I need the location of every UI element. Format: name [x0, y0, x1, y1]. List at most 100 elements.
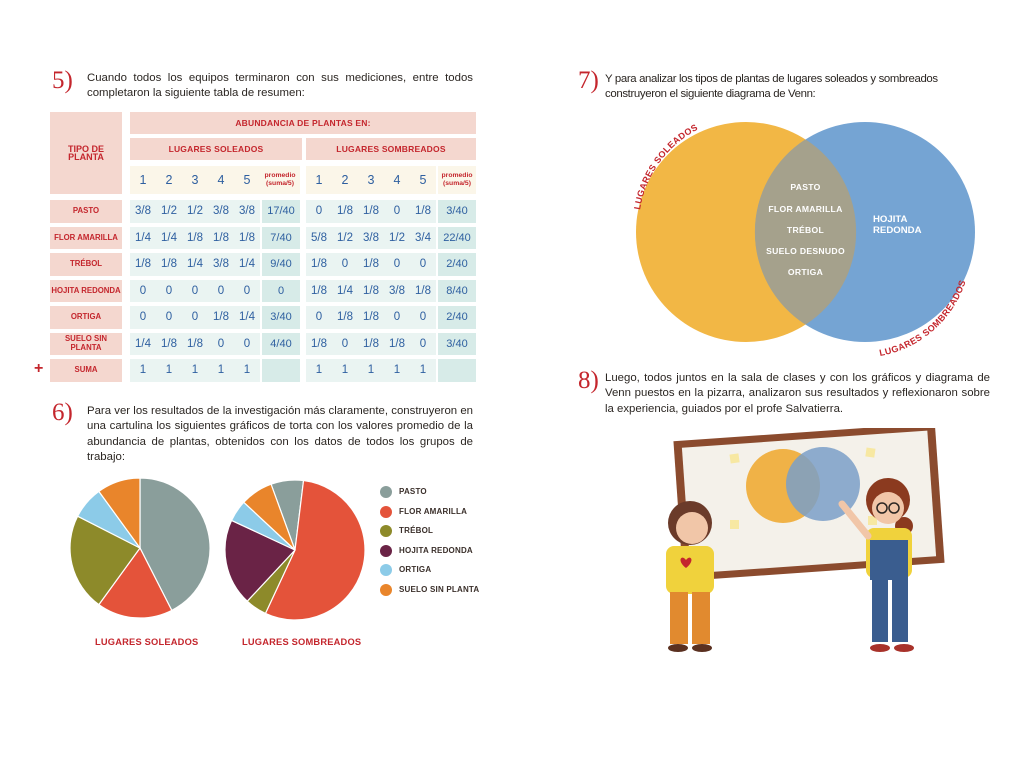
cell-som-hojita-redonda-3: 1/8	[358, 279, 384, 302]
cell-sol-tr-bol-4: 3/8	[208, 253, 234, 276]
cell-som-flor-amarilla-2: 1/2	[332, 226, 358, 249]
legend-swatch-hojita-redonda	[380, 544, 392, 557]
pie-slice-soleados-tr-bol	[69, 515, 141, 606]
step-6-number: 6)	[52, 399, 73, 426]
cell-som-avg-ortiga: 2/40	[438, 306, 476, 329]
cell-som-avg-suma	[438, 359, 476, 382]
row-label-suma: SUMA	[50, 359, 122, 382]
cell-sol-tr-bol-5: 1/4	[234, 253, 260, 276]
cell-sol-suma-3: 1	[182, 359, 208, 382]
cell-som-tr-bol-3: 1/8	[358, 253, 384, 276]
cell-som-flor-amarilla-5: 3/4	[410, 226, 436, 249]
cell-som-hojita-redonda-4: 3/8	[384, 279, 410, 302]
legend-swatch-flor-amarilla	[380, 505, 392, 518]
table-header-sombreados: LUGARES SOMBREADOS	[306, 138, 476, 160]
cell-sol-tr-bol-3: 1/4	[182, 253, 208, 276]
cell-som-suelo-sin-planta-4: 1/8	[384, 332, 410, 355]
step-8-number: 8)	[578, 367, 599, 394]
step-5-text: Cuando todos los equipos terminaron con …	[87, 72, 473, 100]
cell-som-pasto-4: 0	[384, 200, 410, 223]
cell-sol-pasto-1: 3/8	[130, 200, 156, 223]
cell-sol-suma-4: 1	[208, 359, 234, 382]
cell-sol-hojita-redonda-1: 0	[130, 279, 156, 302]
pie-title-soleados: LUGARES SOLEADOS	[95, 637, 199, 647]
legend-swatch-suelo-sin-planta	[380, 583, 392, 596]
cell-som-avg-flor-amarilla: 22/40	[438, 226, 476, 249]
legend-label-flor-amarilla: FLOR AMARILLA	[399, 506, 468, 516]
legend-label-hojita-redonda: HOJITA REDONDA	[399, 545, 473, 555]
cell-sol-avg-tr-bol: 9/40	[262, 253, 300, 276]
cell-som-tr-bol-2: 0	[332, 253, 358, 276]
cell-som-suma-2: 1	[332, 359, 358, 382]
table-header-abundancia: ABUNDANCIA DE PLANTAS EN:	[130, 112, 476, 134]
cell-sol-suelo-sin-planta-1: 1/4	[130, 332, 156, 355]
cell-som-hojita-redonda-2: 1/4	[332, 279, 358, 302]
cell-sol-avg-pasto: 17/40	[262, 200, 300, 223]
legend-swatch-tr-bol	[380, 525, 392, 537]
classroom-illustration	[666, 428, 945, 652]
cell-sol-tr-bol-1: 1/8	[130, 253, 156, 276]
cell-sol-flor-amarilla-3: 1/8	[182, 226, 208, 249]
cell-sol-ortiga-1: 0	[130, 306, 156, 329]
venn-item-ortiga: ORTIGA	[787, 267, 824, 277]
cell-sol-suelo-sin-planta-5: 0	[234, 332, 260, 355]
pie-slice-soleados-flor-amarilla	[98, 546, 173, 619]
pie-slice-sombreados-hojita-redonda	[224, 519, 297, 603]
cell-som-suelo-sin-planta-1: 1/8	[306, 332, 332, 355]
legend-swatch-ortiga	[380, 564, 392, 576]
venn-diagram: LUGARES SOLEADOS LUGARES SOMBREADOS	[632, 122, 975, 358]
cell-som-avg-pasto: 3/40	[438, 200, 476, 223]
col-header-sol-3: 3	[182, 166, 208, 194]
cell-som-pasto-1: 0	[306, 200, 332, 223]
cell-som-suma-3: 1	[358, 359, 384, 382]
pie-slice-soleados-pasto	[139, 477, 211, 612]
pie-title-sombreados: LUGARES SOMBREADOS	[242, 637, 362, 647]
col-header-sol-2: 2	[156, 166, 182, 194]
cell-som-suma-1: 1	[306, 359, 332, 382]
legend-label-tr-bol: TRÉBOL	[399, 526, 434, 535]
cell-sol-ortiga-4: 1/8	[208, 306, 234, 329]
venn-item-suelo-desnudo: SUELO DESNUDO	[766, 246, 845, 256]
cell-sol-tr-bol-2: 1/8	[156, 253, 182, 276]
cell-som-ortiga-2: 1/8	[332, 306, 358, 329]
cell-som-pasto-2: 1/8	[332, 200, 358, 223]
cell-sol-pasto-5: 3/8	[234, 200, 260, 223]
cell-sol-hojita-redonda-2: 0	[156, 279, 182, 302]
pie-charts	[69, 477, 366, 621]
cell-sol-suma-2: 1	[156, 359, 182, 382]
row-label-tr-bol: TRÉBOL	[50, 253, 122, 276]
step-7-text: Y para analizar los tipos de plantas de …	[605, 73, 938, 101]
cell-som-avg-tr-bol: 2/40	[438, 253, 476, 276]
cell-som-suma-5: 1	[410, 359, 436, 382]
col-header-promedio-som: promedio (suma/5)	[438, 166, 476, 194]
cell-sol-pasto-3: 1/2	[182, 200, 208, 223]
step-5-number: 5)	[52, 67, 73, 94]
cell-sol-pasto-2: 1/2	[156, 200, 182, 223]
col-header-som-2: 2	[332, 166, 358, 194]
cell-sol-ortiga-5: 1/4	[234, 306, 260, 329]
cell-som-suelo-sin-planta-3: 1/8	[358, 332, 384, 355]
cell-som-flor-amarilla-1: 5/8	[306, 226, 332, 249]
col-header-promedio-sol: promedio (suma/5)	[260, 166, 300, 194]
row-label-suelo-sin-planta: SUELO SIN PLANTA	[50, 332, 122, 355]
cell-sol-avg-suelo-sin-planta: 4/40	[262, 332, 300, 355]
cell-sol-avg-suma	[262, 359, 300, 382]
row-label-hojita-redonda: HOJITA REDONDA	[50, 279, 122, 302]
col-header-som-5: 5	[410, 166, 436, 194]
col-header-som-1: 1	[306, 166, 332, 194]
table-header-tipo: TIPO DE PLANTA	[50, 112, 122, 194]
cell-som-pasto-3: 1/8	[358, 200, 384, 223]
cell-som-tr-bol-5: 0	[410, 253, 436, 276]
cell-som-hojita-redonda-5: 1/8	[410, 279, 436, 302]
cell-som-flor-amarilla-4: 1/2	[384, 226, 410, 249]
venn-item-hojita-redonda: HOJITA REDONDA	[873, 214, 922, 236]
cell-som-tr-bol-1: 1/8	[306, 253, 332, 276]
cell-som-tr-bol-4: 0	[384, 253, 410, 276]
cell-sol-suma-5: 1	[234, 359, 260, 382]
cell-sol-suma-1: 1	[130, 359, 156, 382]
cell-som-suelo-sin-planta-5: 0	[410, 332, 436, 355]
step-7-number: 7)	[578, 67, 599, 94]
pie-slice-sombreados-flor-amarilla	[264, 479, 366, 621]
cell-sol-avg-ortiga: 3/40	[262, 306, 300, 329]
cell-sol-avg-hojita-redonda: 0	[262, 279, 300, 302]
